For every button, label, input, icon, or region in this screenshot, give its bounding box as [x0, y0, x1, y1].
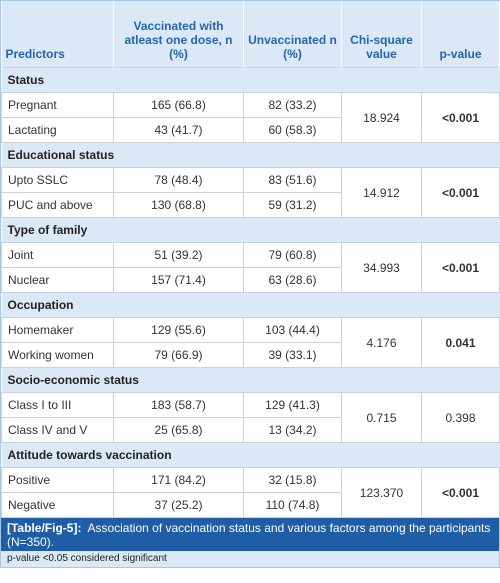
count-cell: 171 (84.2) — [113, 467, 244, 493]
data-row: Joint 51 (39.2) 79 (60.8) 34.993 <0.001 — [1, 242, 500, 293]
data-row: Upto SSLC 78 (48.4) 83 (51.6) 14.912 <0.001 — [1, 167, 500, 218]
section-title: Occupation — [1, 292, 500, 318]
count-cell: 79 (60.8) — [243, 242, 342, 268]
predictor: Class IV and V — [1, 417, 114, 443]
caption: [Table/Fig-5]: Association of vaccinatio… — [1, 518, 499, 551]
header-cell: Predictors — [1, 1, 114, 68]
chi-square: 14.912 — [341, 167, 422, 218]
count-cell: 78 (48.4) — [113, 167, 244, 193]
count-cell: 25 (65.8) — [113, 417, 244, 443]
footnote: p-value <0.05 considered significant — [1, 551, 499, 567]
count-cell: 129 (55.6) — [113, 317, 244, 343]
p-value: 0.398 — [421, 392, 500, 443]
data-row: Homemaker 129 (55.6) 103 (44.4) 4.176 0.041 — [1, 317, 500, 368]
p-value: <0.001 — [421, 92, 500, 143]
count-cell: 60 (58.3) — [243, 117, 342, 143]
data-row: Positive 171 (84.2) 32 (15.8) 123.370 <0.001 — [1, 467, 500, 518]
count-cell: 103 (44.4) — [243, 317, 342, 343]
chi-square: 18.924 — [341, 92, 422, 143]
predictor: Lactating — [1, 117, 114, 143]
count-cell: 43 (41.7) — [113, 117, 244, 143]
count-cell: 82 (33.2) — [243, 92, 342, 118]
header-row: Predictors Vaccinated with atleast one do… — [1, 1, 500, 68]
count-cell: 129 (41.3) — [243, 392, 342, 418]
header-cell: Vaccinated with atleast one dose, n (%) — [113, 1, 244, 68]
section-row: Type of family — [1, 217, 500, 243]
predictor: Working women — [1, 342, 114, 368]
chi-square: 123.370 — [341, 467, 422, 518]
count-cell: 183 (58.7) — [113, 392, 244, 418]
chi-square: 34.993 — [341, 242, 422, 293]
section-row: Attitude towards vaccination — [1, 442, 500, 468]
section-title: Attitude towards vaccination — [1, 442, 500, 468]
predictor: Homemaker — [1, 317, 114, 343]
p-value: <0.001 — [421, 467, 500, 518]
count-cell: 130 (68.8) — [113, 192, 244, 218]
count-cell: 32 (15.8) — [243, 467, 342, 493]
count-cell: 63 (28.6) — [243, 267, 342, 293]
predictor: Upto SSLC — [1, 167, 114, 193]
caption-label: [Table/Fig-5]: — [7, 521, 82, 535]
header-cell: Chi-square value — [341, 1, 422, 68]
section-row: Educational status — [1, 142, 500, 168]
count-cell: 59 (31.2) — [243, 192, 342, 218]
count-cell: 39 (33.1) — [243, 342, 342, 368]
data-row: Class IV and V 25 (65.8) 13 (34.2) — [1, 417, 500, 443]
data-row: Lactating 43 (41.7) 60 (58.3) — [1, 117, 500, 143]
table-body: Status Pregnant 165 (66.8) 82 (33.2) 18.924 <… — [1, 67, 500, 518]
count-cell: 83 (51.6) — [243, 167, 342, 193]
section-row: Socio-economic status — [1, 367, 500, 393]
header-cell: p-value — [421, 1, 500, 68]
p-value: <0.001 — [421, 167, 500, 218]
predictor: Negative — [1, 492, 114, 518]
data-row: Negative 37 (25.2) 110 (74.8) — [1, 492, 500, 518]
count-cell: 157 (71.4) — [113, 267, 244, 293]
data-row: PUC and above 130 (68.8) 59 (31.2) — [1, 192, 500, 218]
predictor: Pregnant — [1, 92, 114, 118]
data-row: Working women 79 (66.9) 39 (33.1) — [1, 342, 500, 368]
section-row: Status — [1, 67, 500, 93]
predictor: PUC and above — [1, 192, 114, 218]
count-cell: 51 (39.2) — [113, 242, 244, 268]
predictor: Class I to III — [1, 392, 114, 418]
predictor: Joint — [1, 242, 114, 268]
table: Predictors Vaccinated with atleast one do… — [1, 1, 500, 518]
data-row: Pregnant 165 (66.8) 82 (33.2) 18.924 <0.001 — [1, 92, 500, 143]
p-value: 0.041 — [421, 317, 500, 368]
chi-square: 0.715 — [341, 392, 422, 443]
section-title: Educational status — [1, 142, 500, 168]
count-cell: 79 (66.9) — [113, 342, 244, 368]
data-row: Nuclear 157 (71.4) 63 (28.6) — [1, 267, 500, 293]
predictor: Nuclear — [1, 267, 114, 293]
data-row: Class I to III 183 (58.7) 129 (41.3) 0.715 0… — [1, 392, 500, 443]
count-cell: 13 (34.2) — [243, 417, 342, 443]
predictor: Positive — [1, 467, 114, 493]
count-cell: 165 (66.8) — [113, 92, 244, 118]
p-value: <0.001 — [421, 242, 500, 293]
table-figure: Predictors Vaccinated with atleast one do… — [0, 0, 500, 568]
header-cell: Unvaccinated n (%) — [243, 1, 342, 68]
count-cell: 110 (74.8) — [243, 492, 342, 518]
section-title: Socio-economic status — [1, 367, 500, 393]
chi-square: 4.176 — [341, 317, 422, 368]
section-row: Occupation — [1, 292, 500, 318]
section-title: Type of family — [1, 217, 500, 243]
count-cell: 37 (25.2) — [113, 492, 244, 518]
caption-text: Association of vaccination status and va… — [7, 521, 491, 549]
section-title: Status — [1, 67, 500, 93]
